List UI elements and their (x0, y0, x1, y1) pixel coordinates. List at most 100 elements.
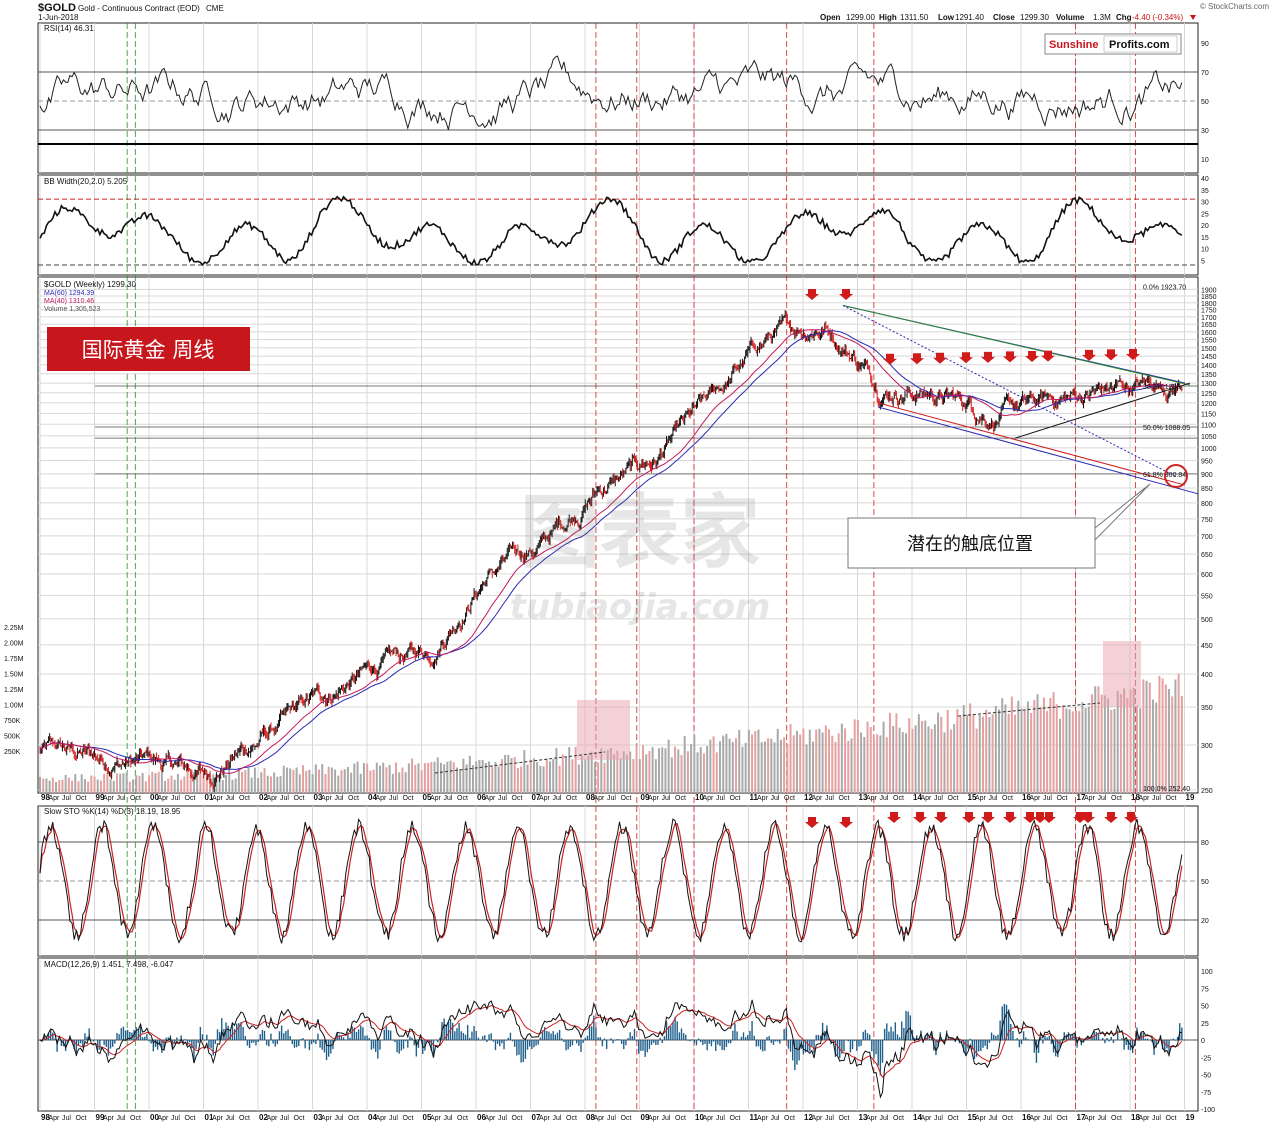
open-value: 1299.00 (846, 13, 875, 22)
x-year-label: 18 (1131, 793, 1140, 802)
fib-label: 100.0% 252.40 (1143, 786, 1190, 793)
x-month-label: Oct (130, 1115, 141, 1122)
x-month-label: Apr (212, 795, 224, 802)
x-year-label: 02 (259, 793, 268, 802)
symbol: $GOLD (38, 2, 76, 14)
bbw-line (39, 195, 1183, 267)
x-month-label: Jul (498, 795, 507, 802)
x-month-label: Apr (1139, 795, 1151, 802)
x-year-label: 13 (859, 1113, 868, 1122)
x-year-label: 98 (41, 1113, 50, 1122)
high-label: High (879, 13, 897, 22)
macd-tick: 100 (1201, 969, 1213, 976)
red-arrow-icon (962, 812, 976, 823)
red-arrow-icon (1041, 350, 1055, 362)
x-month-label: Apr (812, 1115, 824, 1122)
x-month-label: Apr (594, 1115, 606, 1122)
red-arrow-icon (805, 289, 819, 300)
x-month-label: Jul (662, 1115, 671, 1122)
red-arrow-icon (1003, 351, 1017, 363)
x-month-label: Oct (76, 795, 87, 802)
red-arrow-icon (1033, 812, 1047, 823)
x-month-label: Apr (921, 795, 933, 802)
x-month-label: Oct (566, 795, 577, 802)
x-year-label: 16 (1022, 793, 1031, 802)
x-month-label: Oct (294, 1115, 305, 1122)
x-year-label: 04 (368, 793, 377, 802)
x-month-label: Apr (1030, 1115, 1042, 1122)
x-month-label: Oct (239, 795, 250, 802)
x-year-label: 08 (586, 793, 595, 802)
macd-series (38, 999, 1198, 1099)
low-label: Low (938, 13, 955, 22)
x-month-label: Jul (553, 795, 562, 802)
x-month-label: Apr (430, 795, 442, 802)
x-year-label: 12 (804, 1113, 813, 1122)
price-tick: 1450 (1201, 354, 1217, 361)
x-month-label: Apr (648, 1115, 660, 1122)
x-month-label: Jul (226, 1115, 235, 1122)
x-month-label: Jul (607, 795, 616, 802)
x-month-label: Jul (825, 795, 834, 802)
red-arrow-icon (1104, 812, 1118, 823)
macd-signal-line (39, 1005, 1183, 1078)
rsi-tick: 10 (1201, 157, 1209, 164)
fib-label: 0.0% 1923.70 (1143, 284, 1186, 291)
x-month-label: Oct (239, 1115, 250, 1122)
price-tick: 950 (1201, 458, 1213, 465)
x-month-label: Apr (321, 1115, 333, 1122)
x-month-label: Apr (485, 1115, 497, 1122)
macd-tick: 25 (1201, 1021, 1209, 1028)
price-tick: 1000 (1201, 446, 1217, 453)
rsi-label: RSI(14) 46.31 (44, 24, 94, 33)
volume-tick: 2.00M (4, 641, 24, 648)
red-arrow-icon (981, 351, 995, 363)
bbw-tick: 20 (1201, 223, 1209, 230)
macd-tick: -100 (1201, 1107, 1215, 1114)
x-month-label: Jul (1098, 795, 1107, 802)
red-arrow-icon (1104, 349, 1118, 361)
watermark-main: 图表家 (520, 486, 760, 579)
chart-header: $GOLD Gold - Continuous Contract (EOD) C… (38, 2, 1269, 22)
x-year-label: 05 (423, 793, 432, 802)
price-tick: 1150 (1201, 411, 1216, 418)
x-month-label: Apr (103, 1115, 115, 1122)
x-month-label: Apr (1139, 1115, 1151, 1122)
x-month-label: Jul (62, 1115, 71, 1122)
callout-text: 潜在的触底位置 (907, 534, 1033, 555)
red-arrow-icon (887, 812, 901, 823)
x-year-label: 11 (750, 793, 759, 802)
x-month-label: Oct (893, 1115, 904, 1122)
x-month-label: Apr (648, 795, 660, 802)
x-month-label: Oct (893, 795, 904, 802)
x-year-label: 05 (423, 1113, 432, 1122)
x-month-label: Oct (1166, 795, 1177, 802)
x-year-label: 19 (1186, 793, 1195, 802)
price-tick: 550 (1201, 593, 1213, 600)
x-year-label: 06 (477, 793, 486, 802)
x-month-label: Oct (457, 795, 468, 802)
x-month-label: Oct (1002, 795, 1013, 802)
bbw-tick: 30 (1201, 200, 1209, 207)
price-tick: 1500 (1201, 346, 1217, 353)
x-month-label: Jul (716, 795, 725, 802)
rsi-line (39, 55, 1183, 131)
bbw-tick: 15 (1201, 235, 1209, 242)
macd-tick: -75 (1201, 1090, 1211, 1097)
x-year-label: 12 (804, 793, 813, 802)
volume-tick: 2.25M (4, 625, 24, 632)
x-month-label: Jul (117, 1115, 126, 1122)
chart-date: 1-Jun-2018 (38, 13, 79, 22)
x-month-label: Apr (866, 795, 878, 802)
x-month-label: Jul (171, 1115, 180, 1122)
x-month-label: Jul (934, 795, 943, 802)
x-month-label: Jul (335, 1115, 344, 1122)
rsi-tick: 50 (1201, 99, 1209, 106)
red-arrow-icon (981, 812, 995, 823)
x-year-label: 13 (859, 793, 868, 802)
price-legend-2: MA(40) 1310.46 (44, 298, 94, 305)
x-month-label: Oct (730, 1115, 741, 1122)
x-month-label: Oct (403, 795, 414, 802)
x-month-label: Jul (989, 1115, 998, 1122)
watermark-sub: tubiaojia.com (510, 587, 771, 627)
